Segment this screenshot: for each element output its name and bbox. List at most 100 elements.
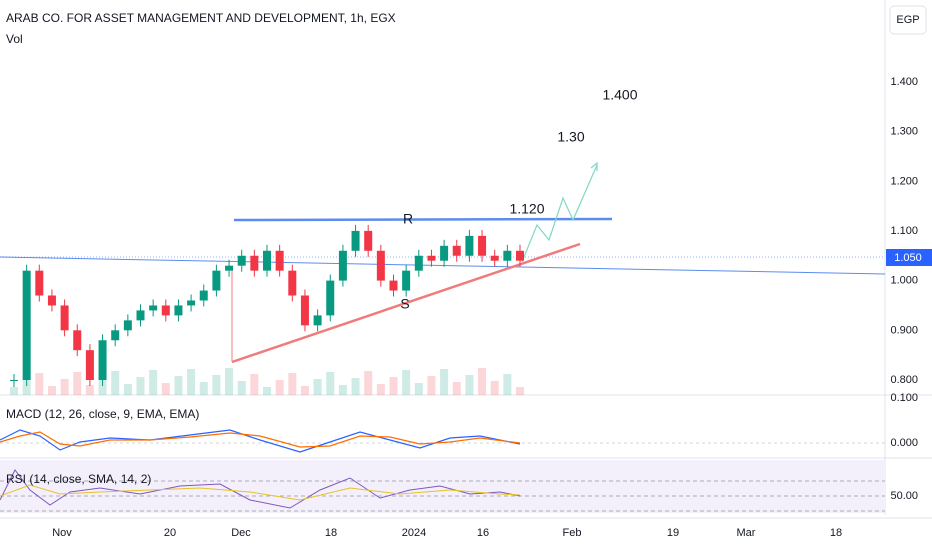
volume-bar (300, 386, 309, 395)
candle (376, 250, 385, 281)
volume-bar (478, 368, 487, 395)
volume-bar (123, 384, 132, 395)
candle (187, 300, 196, 306)
candle (212, 270, 221, 291)
time-axis-label: Nov (52, 527, 72, 539)
candle (263, 250, 271, 271)
candle (402, 270, 411, 291)
volume-bar (503, 374, 512, 395)
candle (414, 255, 423, 271)
volume-bar (22, 380, 31, 395)
volume-bar (288, 373, 297, 395)
annotation: 1.30 (557, 129, 584, 145)
candle (275, 250, 284, 271)
currency-button-label[interactable]: EGP (896, 14, 919, 26)
volume-bar (98, 378, 107, 395)
volume-bar (73, 372, 82, 395)
time-axis-label: 18 (325, 527, 337, 539)
candle (73, 330, 82, 351)
candle (452, 245, 461, 256)
candle (149, 305, 158, 311)
time-axis-label: Dec (231, 527, 251, 539)
candle (237, 255, 246, 266)
time-axis-label: 19 (667, 527, 679, 539)
annotation: 1.400 (602, 87, 637, 103)
candle (136, 310, 145, 321)
time-axis-label: Feb (563, 527, 582, 539)
volume-bar (465, 375, 474, 395)
volume-bar (263, 387, 271, 395)
time-axis-label: 2024 (402, 527, 426, 539)
volume-bar (364, 371, 373, 395)
candle (490, 255, 499, 261)
volume-bar (402, 370, 411, 395)
volume-bar (452, 382, 461, 395)
candle (174, 305, 183, 316)
volume-bar (10, 387, 18, 395)
symbol-title: ARAB CO. FOR ASSET MANAGEMENT AND DEVELO… (6, 11, 396, 25)
volume-bar (516, 387, 524, 395)
candle (199, 290, 208, 301)
current-price-tag (886, 249, 932, 266)
volume-label: Vol (6, 32, 23, 46)
candle (288, 270, 297, 296)
candle (338, 250, 347, 281)
candle (364, 230, 373, 251)
candle (427, 255, 436, 261)
candle (22, 270, 31, 380)
candle (389, 280, 398, 291)
macd-axis-label: 0.100 (890, 392, 918, 404)
candle (98, 340, 107, 380)
candle (161, 305, 170, 316)
volume-bar (351, 378, 360, 395)
volume-bar (136, 377, 145, 395)
time-axis-label: 16 (477, 527, 489, 539)
candle (47, 295, 56, 306)
price-axis-label: 0.800 (890, 374, 918, 386)
rsi-line (0, 469, 521, 509)
candle (10, 380, 18, 381)
volume-bar (187, 369, 196, 395)
trend-line (0, 256, 886, 275)
rsi-axis-label: 50.00 (890, 490, 918, 502)
rsi-label: RSI (14, close, SMA, 14, 2) (6, 472, 151, 486)
annotation: 1.120 (509, 201, 544, 217)
candle (123, 320, 132, 331)
macd-label: MACD (12, 26, close, 9, EMA, EMA) (6, 407, 199, 421)
volume-bar (250, 374, 259, 395)
volume-bar (313, 379, 322, 395)
volume-bar (85, 385, 94, 395)
volume-bar (440, 369, 449, 395)
rsi-sma (0, 484, 521, 501)
candle (465, 235, 474, 256)
price-axis-label: 1.000 (890, 275, 918, 287)
volume-bar (212, 375, 221, 395)
projection-path (521, 164, 598, 263)
time-axis-label: 18 (830, 527, 842, 539)
volume-bar (149, 370, 158, 395)
time-axis-label: Mar (737, 527, 756, 539)
volume-bar (490, 381, 499, 395)
annotation: R (403, 211, 413, 227)
volume-bar (389, 377, 398, 395)
price-axis-label: 1.300 (890, 126, 918, 138)
price-axis-label: 1.100 (890, 225, 918, 237)
resistance-line (233, 217, 613, 222)
volume-bar (237, 381, 246, 395)
volume-bar (338, 385, 347, 395)
time-axis-label: 20 (164, 527, 176, 539)
volume-bar (60, 379, 69, 395)
candle (313, 315, 322, 326)
candle (516, 250, 524, 261)
projection-arrow (590, 161, 598, 171)
candle (503, 250, 512, 261)
volume-bar (111, 371, 120, 395)
candle (111, 330, 120, 341)
price-axis-label: 0.900 (890, 324, 918, 336)
candle (440, 245, 449, 261)
volume-bar (199, 382, 208, 395)
currency-button[interactable] (889, 5, 927, 35)
volume-bar (414, 383, 423, 395)
candle (85, 350, 94, 380)
